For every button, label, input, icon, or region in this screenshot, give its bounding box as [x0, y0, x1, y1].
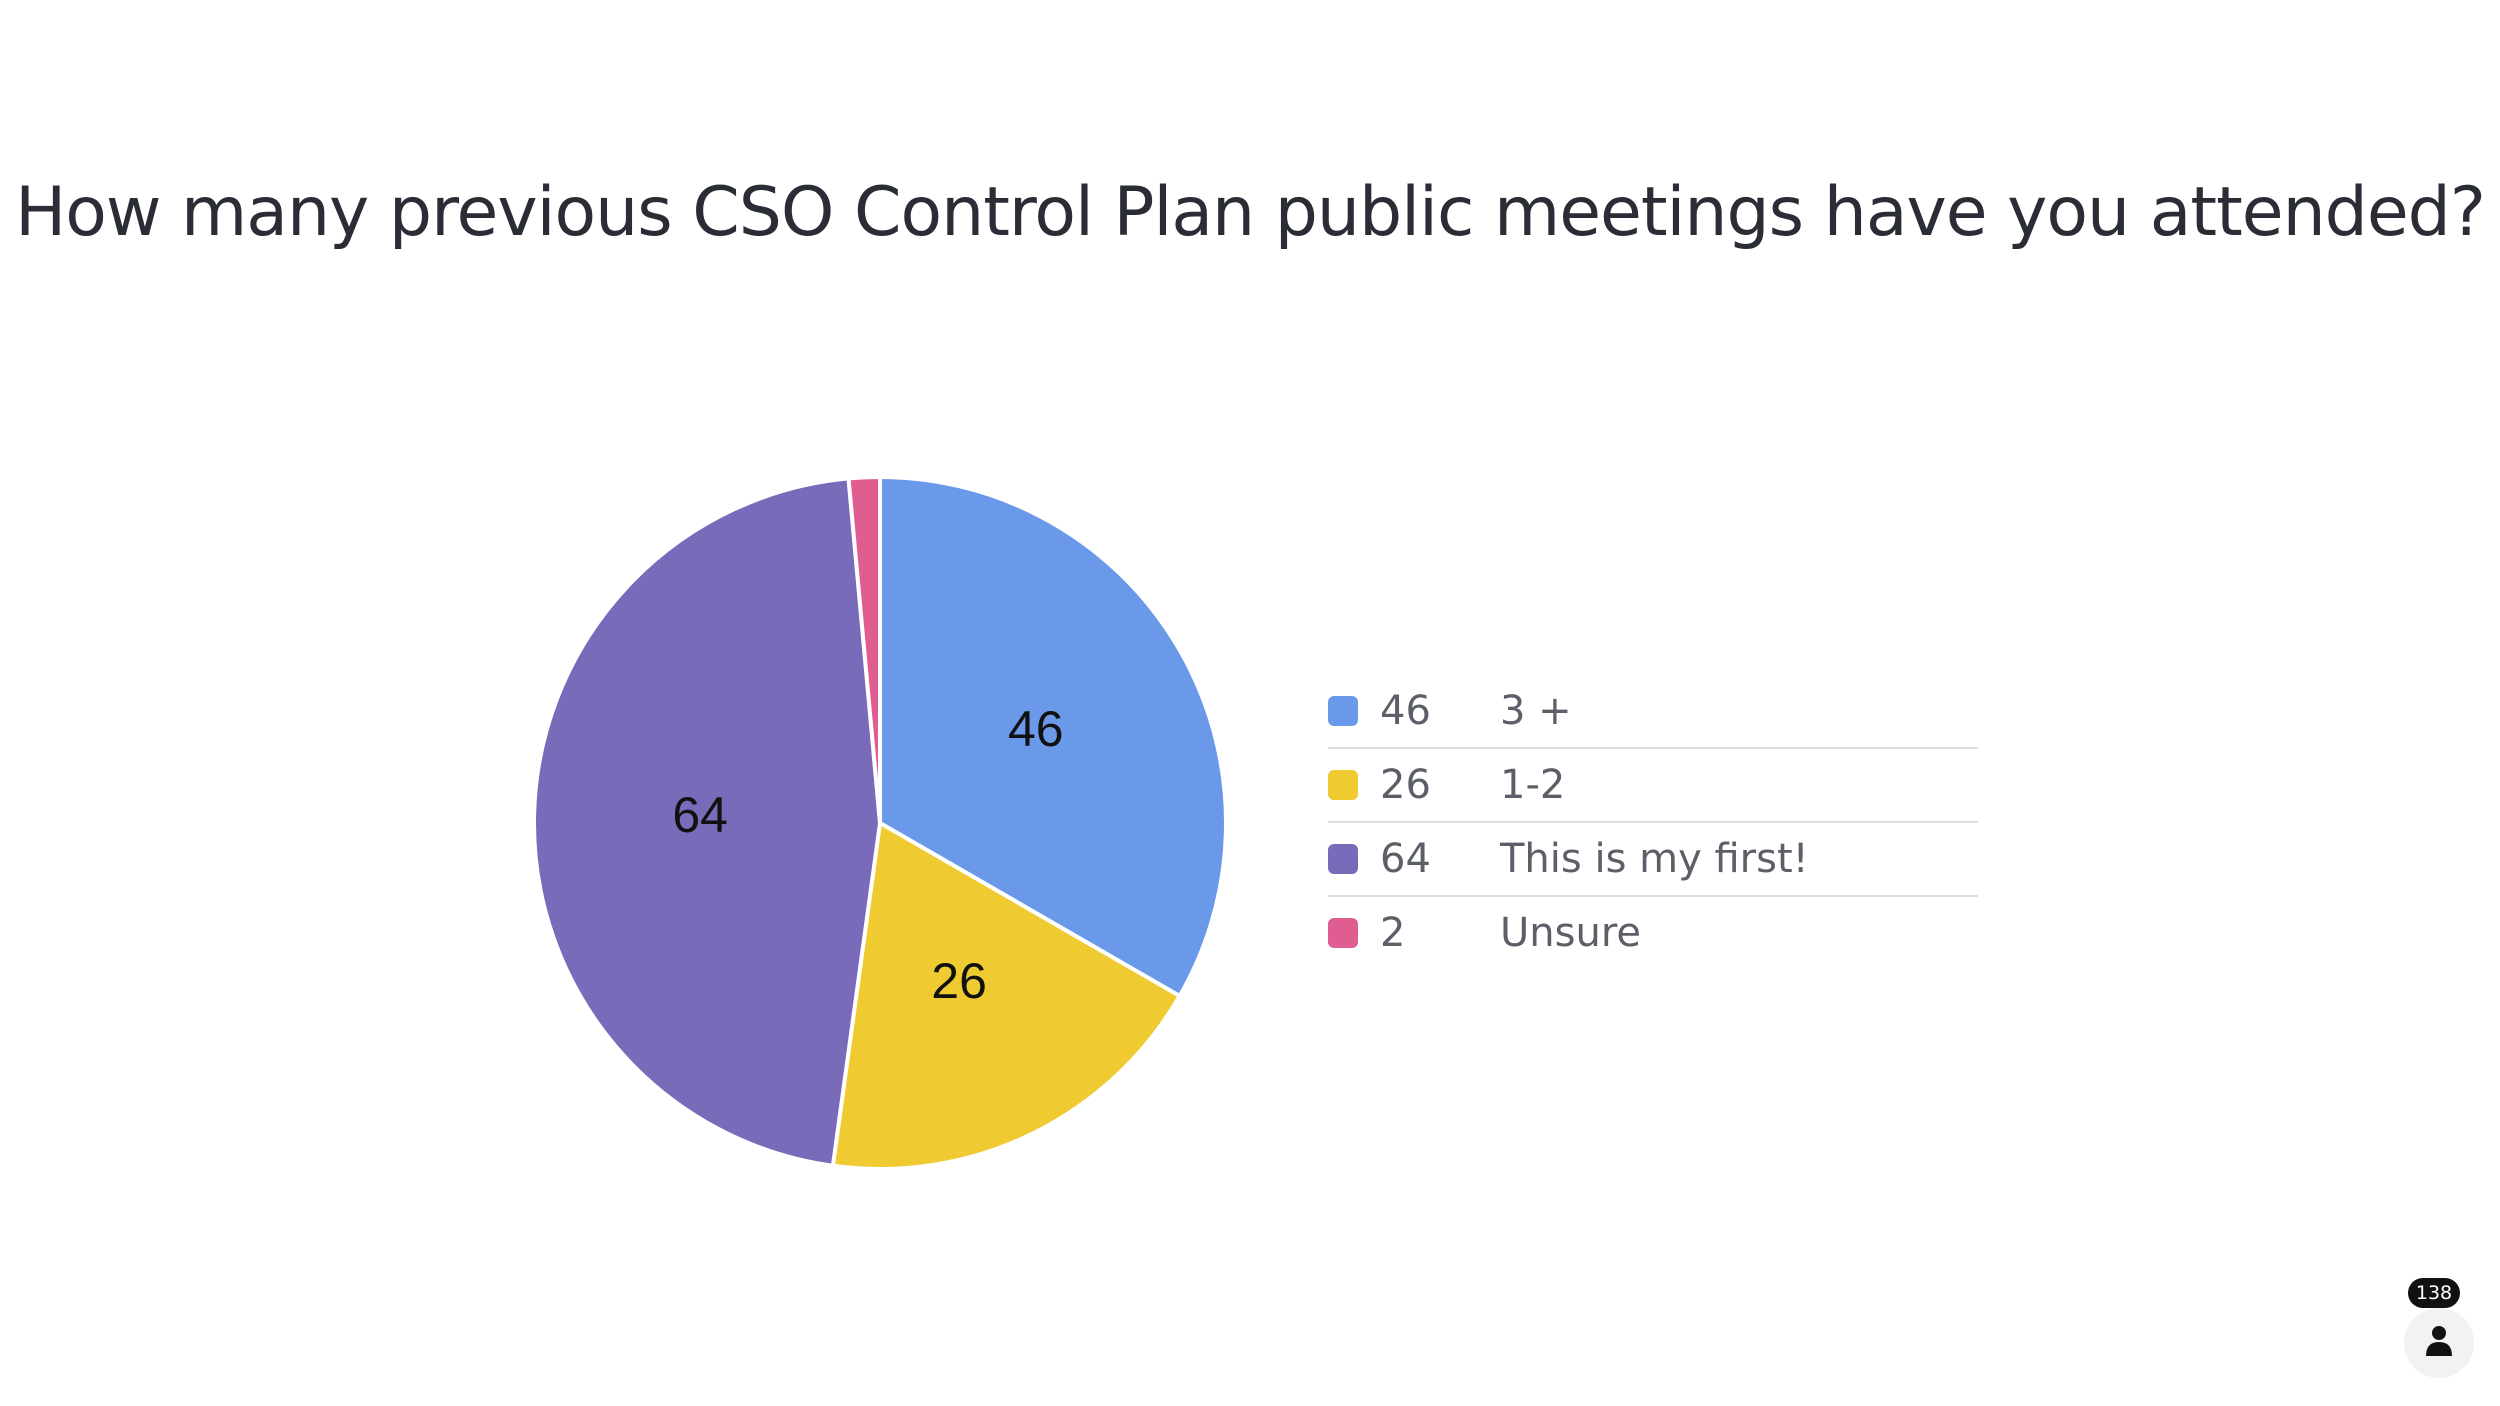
legend-value: 2 [1380, 910, 1406, 956]
participant-count-badge: 138 [2408, 1278, 2460, 1308]
pie-slice [846, 475, 882, 825]
chart-title: How many previous CSO Control Plan publi… [15, 173, 2486, 252]
legend-item: 26 1-2 [1328, 749, 1978, 823]
legend-swatch [1328, 844, 1358, 874]
legend-label: This is my first! [1500, 836, 1809, 882]
legend-value: 64 [1380, 836, 1431, 882]
legend-label: 3 + [1500, 688, 1572, 734]
participant-button[interactable] [2404, 1308, 2474, 1378]
legend-swatch [1328, 770, 1358, 800]
legend-value: 46 [1380, 688, 1431, 734]
legend-swatch [1328, 696, 1358, 726]
slice-value-label: 64 [672, 787, 728, 843]
participant-counter[interactable]: 138 [2404, 1278, 2482, 1382]
legend-swatch [1328, 918, 1358, 948]
person-icon [2426, 1326, 2452, 1356]
pie-slice [878, 475, 1228, 998]
legend: 46 3 + 26 1-2 64 This is my first! 2 Uns… [1328, 675, 1978, 969]
pie-slice [532, 476, 882, 1168]
legend-item: 2 Unsure [1328, 897, 1978, 969]
pie-slice [830, 821, 1182, 1171]
slice-value-label: 26 [931, 953, 987, 1009]
slice-value-label: 46 [1008, 701, 1064, 757]
legend-label: Unsure [1500, 910, 1641, 956]
legend-label: 1-2 [1500, 762, 1566, 808]
legend-value: 26 [1380, 762, 1431, 808]
legend-item: 46 3 + [1328, 675, 1978, 749]
legend-item: 64 This is my first! [1328, 823, 1978, 897]
